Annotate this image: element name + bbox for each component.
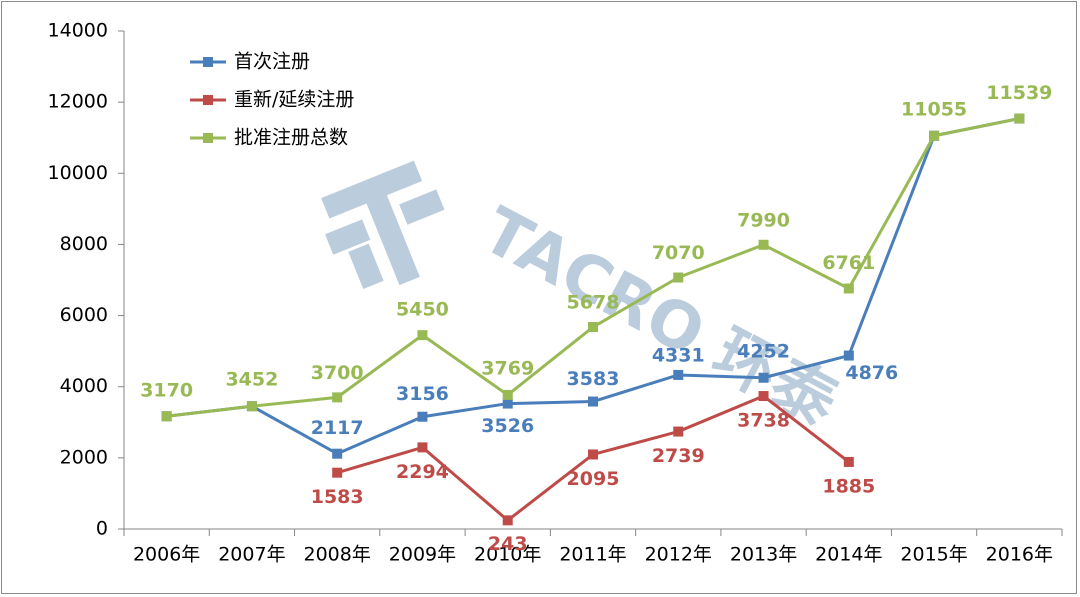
data-labels: 2117 3156 3526 3583 4331 4252 4876 1583 2294 243 2…	[140, 82, 1052, 555]
data-point	[673, 426, 684, 437]
x-tick-label: 2008年	[304, 544, 371, 566]
data-label: 2117	[311, 417, 364, 439]
data-label: 3452	[225, 369, 278, 391]
data-point	[417, 330, 428, 341]
watermark-text: TACRO 环泰	[470, 194, 849, 443]
series-layer	[161, 113, 1025, 526]
data-label: 3738	[737, 410, 790, 432]
x-tick-label: 2010年	[474, 544, 541, 566]
data-label: 1885	[822, 475, 875, 497]
data-label: 2294	[396, 461, 449, 483]
data-label: 7990	[737, 209, 790, 231]
x-tick-label: 2014年	[815, 544, 882, 566]
data-label: 243	[488, 533, 528, 555]
legend-item-3: 批准注册总数	[190, 127, 348, 149]
x-tick-label: 2006年	[133, 544, 200, 566]
data-point	[332, 392, 343, 403]
x-tick-label: 2016年	[986, 544, 1053, 566]
y-tick-label: 14000	[48, 20, 108, 42]
data-point	[161, 411, 172, 422]
legend-label: 重新/延续注册	[234, 89, 354, 111]
data-label: 11055	[901, 98, 967, 120]
watermark-logo-icon	[321, 160, 445, 289]
x-tick-label: 2007年	[218, 544, 285, 566]
legend-item-1: 首次注册	[190, 51, 310, 73]
y-tick-label: 0	[96, 518, 108, 540]
data-label: 11539	[986, 82, 1052, 104]
data-point	[758, 372, 769, 383]
data-label: 5450	[396, 299, 449, 321]
axes: 0 2000 4000 6000 8000 10000 12000 14000 2006年 200…	[48, 20, 1063, 566]
data-label: 5678	[567, 292, 620, 314]
data-point	[1014, 113, 1025, 124]
legend-marker	[203, 133, 213, 143]
data-point	[673, 272, 684, 283]
data-label: 3526	[481, 415, 534, 437]
series-2	[332, 391, 854, 526]
y-tick-label: 12000	[48, 91, 108, 113]
data-point	[929, 130, 940, 141]
data-point	[758, 391, 769, 402]
data-point	[843, 456, 854, 467]
y-tick-label: 4000	[60, 375, 108, 397]
legend-label: 首次注册	[234, 51, 310, 73]
data-point	[673, 369, 684, 380]
x-tick-label: 2009年	[389, 544, 456, 566]
data-label: 3769	[481, 357, 534, 379]
y-tick-label: 10000	[48, 162, 108, 184]
data-label: 3583	[567, 368, 620, 390]
series-3	[161, 113, 1025, 422]
y-tick-label: 8000	[60, 233, 108, 255]
data-point	[502, 398, 513, 409]
data-point	[758, 239, 769, 250]
data-point	[332, 467, 343, 478]
data-label: 2095	[567, 468, 620, 490]
data-label: 4252	[737, 340, 790, 362]
data-point	[417, 411, 428, 422]
data-point	[502, 389, 513, 400]
data-point	[843, 350, 854, 361]
legend-marker	[203, 95, 213, 105]
data-label: 4876	[845, 362, 898, 384]
data-label: 4331	[652, 344, 705, 366]
data-label: 1583	[311, 486, 364, 508]
data-point	[502, 515, 513, 526]
data-label: 3700	[311, 362, 364, 384]
data-label: 6761	[822, 252, 875, 274]
data-point	[246, 401, 257, 412]
legend-item-2: 重新/延续注册	[190, 89, 354, 111]
data-point	[588, 322, 598, 333]
data-label: 7070	[652, 242, 705, 264]
data-point	[588, 396, 598, 407]
x-tick-label: 2013年	[730, 544, 797, 566]
data-point	[588, 449, 598, 460]
x-tick-label: 2011年	[559, 544, 626, 566]
data-label: 3156	[396, 383, 449, 405]
x-tick-label: 2015年	[900, 544, 967, 566]
data-label: 2739	[652, 445, 705, 467]
x-tick-label: 2012年	[645, 544, 712, 566]
legend-label: 批准注册总数	[234, 127, 348, 149]
legend-marker	[203, 57, 213, 67]
y-tick-label: 6000	[60, 304, 108, 326]
data-point	[417, 442, 428, 453]
y-tick-label: 2000	[60, 446, 108, 468]
data-label: 3170	[140, 380, 193, 402]
data-point	[843, 283, 854, 294]
data-point	[332, 448, 343, 459]
